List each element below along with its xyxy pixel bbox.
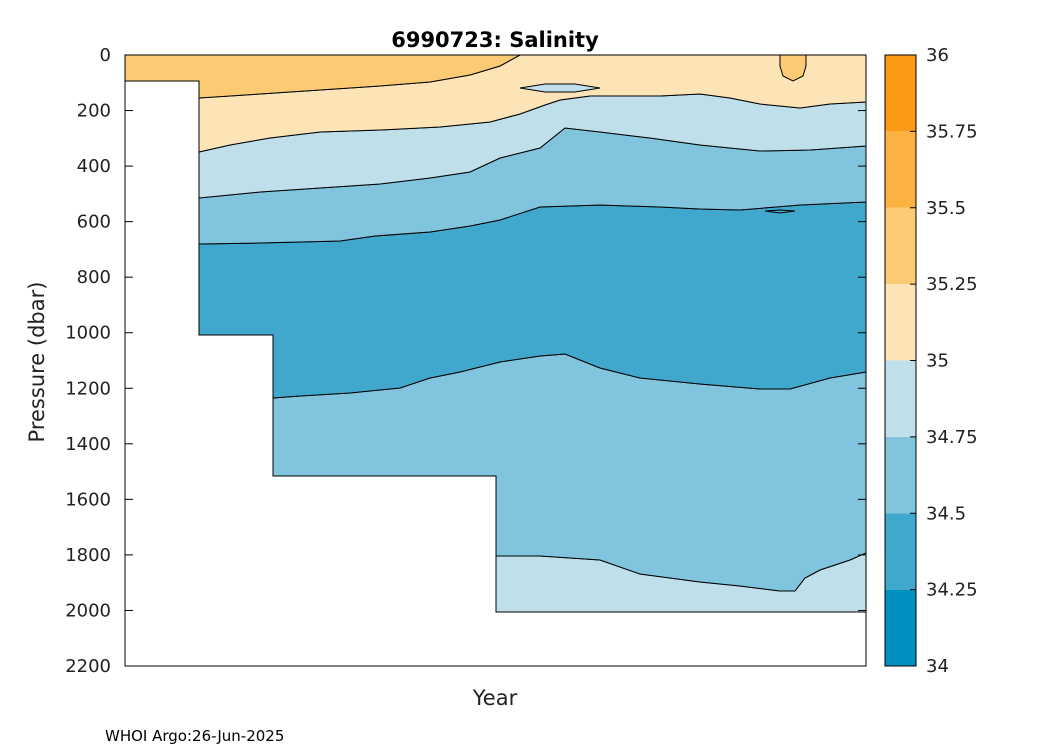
salinity-contour-field xyxy=(125,55,866,613)
colorbar-tick-label: 34.25 xyxy=(926,580,978,601)
colorbar-swatch-5 xyxy=(885,207,916,285)
colorbar-swatch-6 xyxy=(885,131,916,208)
band-34.75-35-lens xyxy=(519,83,601,93)
band-34.25-34.5-speck xyxy=(764,209,796,214)
colorbar-tick-label: 34 xyxy=(926,656,949,677)
y-axis-label: Pressure (dbar) xyxy=(25,282,49,443)
colorbar-tick-label: 34.5 xyxy=(926,503,966,524)
colorbar-swatch-2 xyxy=(885,436,916,514)
y-tick-label: 1800 xyxy=(65,545,111,566)
colorbar-swatch-7 xyxy=(885,55,916,132)
y-tick-label: 200 xyxy=(77,101,111,122)
colorbar-swatch-0 xyxy=(885,589,916,666)
y-tick-label: 600 xyxy=(77,212,111,233)
y-tick-label: 1000 xyxy=(65,323,111,344)
colorbar-swatch-1 xyxy=(885,513,916,590)
credit-text: WHOI Argo:26-Jun-2025 xyxy=(105,727,284,745)
colorbar-swatch-3 xyxy=(885,360,916,437)
y-tick-label: 2000 xyxy=(65,600,111,621)
band-35.25-35.5-patch xyxy=(779,55,807,82)
band-35.25-35.5-surface xyxy=(125,55,521,99)
colorbar-tick-label: 35.5 xyxy=(926,198,966,219)
colorbar: 34 34.25 34.5 34.75 35 35.25 35.5 35.75 36 xyxy=(884,45,978,677)
y-tick-label: 1200 xyxy=(65,378,111,399)
chart-title: 6990723: Salinity xyxy=(391,28,599,52)
y-tick-label: 800 xyxy=(77,267,111,288)
y-axis: 0 200 400 600 800 1000 1200 1400 1600 1800 2000 220… xyxy=(65,45,866,677)
y-tick-label: 0 xyxy=(100,45,111,66)
y-tick-label: 2200 xyxy=(65,656,111,677)
colorbar-tick-label: 35 xyxy=(926,351,949,372)
colorbar-tick-label: 35.25 xyxy=(926,274,978,295)
x-axis-label: Year xyxy=(472,686,518,710)
colorbar-tick-label: 34.75 xyxy=(926,427,978,448)
plot-frame xyxy=(124,54,867,667)
y-tick-label: 1400 xyxy=(65,434,111,455)
colorbar-swatch-4 xyxy=(885,284,916,361)
colorbar-tick-label: 36 xyxy=(926,45,949,66)
colorbar-tick-label: 35.75 xyxy=(926,121,978,142)
y-tick-label: 400 xyxy=(77,156,111,177)
y-tick-label: 1600 xyxy=(65,489,111,510)
